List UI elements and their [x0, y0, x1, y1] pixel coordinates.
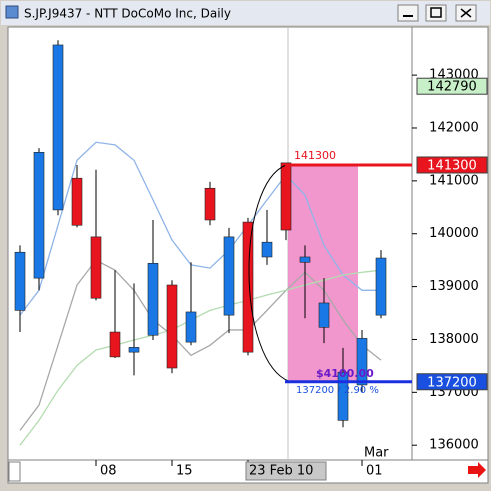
close-icon: [460, 8, 472, 18]
y-tick-label: 139000: [429, 279, 479, 294]
price-tag: [416, 156, 488, 174]
candle-body: [223, 236, 235, 316]
candle-body: [109, 331, 121, 358]
candle-body: [128, 347, 140, 353]
moving-average: [19, 141, 381, 316]
y-tick-label: 141000: [429, 173, 479, 188]
scroll-arrow[interactable]: [468, 462, 486, 478]
candle-body: [318, 302, 330, 328]
x-label-box: [245, 461, 327, 481]
candle-body: [90, 236, 102, 299]
price-tag: [416, 77, 488, 95]
candle-body: [166, 284, 178, 369]
minimize-button[interactable]: [397, 4, 419, 22]
candle-body: [280, 162, 292, 231]
candle-body: [52, 44, 64, 211]
x-tick-label: 01: [366, 464, 383, 479]
candle-body: [261, 241, 273, 258]
candle-body: [299, 256, 311, 263]
candle-body: [14, 251, 26, 311]
y-tick-label: 138000: [429, 332, 479, 347]
x-tick-label: 08: [100, 464, 117, 479]
candle-body: [375, 257, 387, 316]
window-icon: [5, 5, 19, 19]
amount-label: $4100.00: [316, 367, 374, 380]
high-label: 141300: [294, 149, 336, 162]
maximize-icon: [430, 7, 442, 18]
x-tick-label: 15: [176, 464, 193, 479]
moving-average: [19, 259, 382, 431]
candle-body: [204, 187, 216, 221]
price-tag: [416, 373, 488, 391]
candle-body: [33, 152, 45, 279]
candle-body: [242, 221, 254, 353]
moving-average: [19, 269, 382, 446]
candle-body: [147, 263, 159, 336]
change-label: 137200 / 2.90 %: [296, 385, 379, 396]
x-tick-label: 23 Feb 10: [249, 464, 313, 479]
y-tick-label: 140000: [429, 226, 479, 241]
measure-arc: [248, 164, 291, 383]
price-tag-label: 137200: [427, 375, 477, 390]
measure-box: [288, 164, 358, 382]
y-tick-label: 136000: [429, 438, 479, 453]
y-tick-label: 142000: [429, 120, 479, 135]
candle-body: [185, 311, 197, 343]
scroll-box[interactable]: [8, 461, 21, 482]
price-tag-label: 142790: [427, 80, 477, 95]
candle-body: [337, 371, 349, 421]
month-label: Mar: [364, 446, 389, 461]
window-title: S.JP.J9437 - NTT DoCoMo Inc, Daily: [24, 7, 231, 21]
candle-body: [356, 338, 368, 386]
candle-body: [71, 177, 83, 226]
price-tag-label: 141300: [427, 158, 477, 173]
